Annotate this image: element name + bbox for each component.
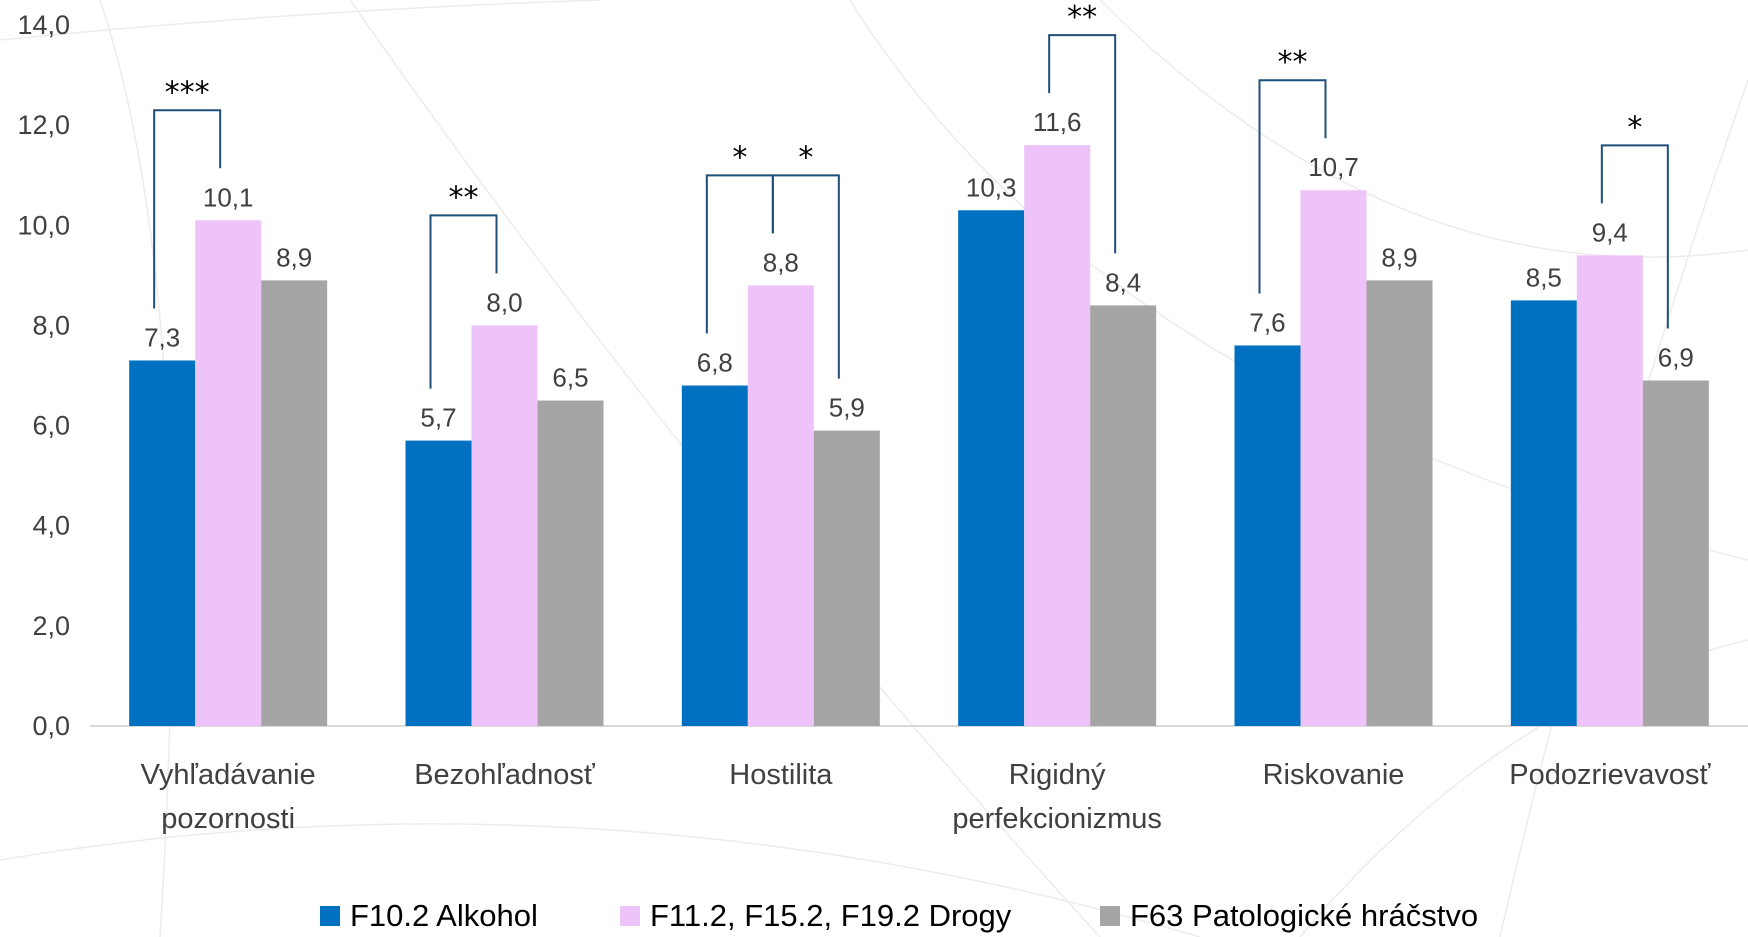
data-label: 7,6	[1249, 307, 1285, 337]
category-label: Rigidný perfekcionizmus	[952, 759, 1162, 835]
bar	[1366, 280, 1433, 726]
y-tick-label: 4,0	[32, 511, 70, 541]
data-labels-layer: 7,3 5,7 6,8 10,3 7,6 8,5 10,1 8,0 8,8 11,6 10,7 9,4…	[144, 107, 1694, 432]
data-label: 8,9	[276, 242, 312, 272]
significance-layer: ****** ******	[153, 0, 1669, 389]
significance-bracket	[1258, 79, 1327, 294]
data-label: 5,9	[829, 393, 865, 423]
category-label: Podozrievavosť	[1509, 759, 1711, 791]
data-label: 6,8	[697, 348, 733, 378]
bar	[1024, 145, 1091, 726]
legend-label: F11.2, F15.2, F19.2 Drogy	[650, 898, 1012, 933]
significance-bracket	[771, 174, 840, 379]
significance-marker: **	[1067, 0, 1097, 35]
bar	[1510, 300, 1577, 726]
bar	[1642, 380, 1709, 726]
y-tick-label: 12,0	[17, 110, 70, 140]
significance-bracket	[429, 214, 498, 389]
category-label: Hostilita	[729, 759, 833, 791]
data-label: 5,7	[420, 403, 456, 433]
data-label: 7,3	[144, 322, 180, 352]
significance-marker: *	[732, 140, 747, 175]
bar	[1234, 345, 1301, 726]
y-tick-label: 14,0	[17, 10, 70, 40]
y-tick-label: 2,0	[32, 611, 70, 641]
y-tick-label: 0,0	[32, 711, 70, 741]
data-label: 9,4	[1592, 217, 1628, 247]
bars-layer	[129, 145, 1709, 727]
data-label: 8,0	[486, 287, 522, 317]
bar	[1576, 255, 1643, 727]
legend-swatch	[1100, 906, 1120, 926]
category-label: Riskovanie	[1263, 759, 1405, 791]
bar	[129, 360, 196, 726]
significance-marker: **	[1278, 45, 1308, 80]
data-label: 10,1	[203, 182, 254, 212]
bar	[1090, 305, 1157, 726]
data-label: 10,3	[966, 172, 1017, 202]
significance-marker: ***	[165, 75, 210, 110]
bar	[747, 285, 814, 726]
significance-bracket	[1048, 34, 1117, 254]
legend-label: F63 Patologické hráčstvo	[1130, 898, 1478, 933]
category-labels-layer: Vyhľadávanie pozornosti Bezohľadnosť Hostil…	[141, 759, 1712, 835]
axis-layer: 0,0 2,0 4,0 6,0 8,0 10,0 12,0 14,0	[17, 10, 1748, 741]
bar	[471, 325, 538, 726]
bar	[537, 400, 604, 726]
data-label: 8,5	[1526, 262, 1562, 292]
category-label: Vyhľadávanie pozornosti	[141, 759, 316, 835]
data-label: 10,7	[1308, 152, 1359, 182]
significance-bracket	[153, 109, 222, 309]
bar	[958, 210, 1025, 726]
data-label: 8,4	[1105, 267, 1141, 297]
data-label: 8,8	[763, 247, 799, 277]
data-label: 6,9	[1658, 343, 1694, 373]
data-label: 8,9	[1381, 242, 1417, 272]
y-tick-label: 10,0	[17, 210, 70, 240]
legend-swatch	[620, 906, 640, 926]
significance-marker: *	[1627, 110, 1642, 145]
legend-swatch	[320, 906, 340, 926]
legend: F10.2 Alkohol F11.2, F15.2, F19.2 Drogy F6…	[320, 898, 1478, 933]
significance-marker: *	[798, 140, 813, 175]
bar	[405, 440, 472, 726]
legend-label: F10.2 Alkohol	[350, 898, 538, 933]
data-label: 11,6	[1033, 107, 1082, 137]
category-label: Bezohľadnosť	[414, 759, 596, 791]
y-tick-label: 8,0	[32, 310, 70, 340]
bar	[1300, 190, 1367, 726]
bar	[681, 385, 748, 726]
significance-bracket	[1600, 144, 1669, 329]
significance-marker: **	[449, 180, 479, 215]
bar	[261, 280, 328, 726]
bar	[195, 220, 262, 726]
bar	[813, 430, 880, 726]
y-tick-label: 6,0	[32, 411, 70, 441]
data-label: 6,5	[552, 363, 588, 393]
